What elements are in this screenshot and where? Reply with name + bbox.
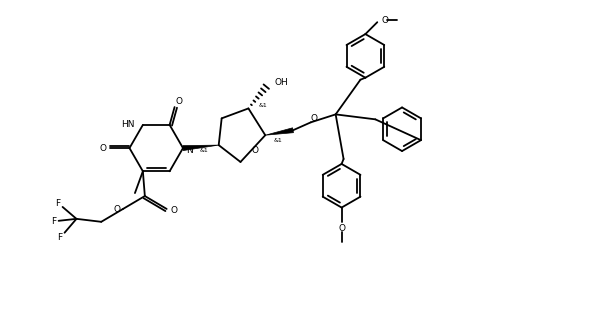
Text: O: O <box>170 206 177 215</box>
Text: O: O <box>252 146 259 155</box>
Text: &1: &1 <box>200 147 209 152</box>
Text: N: N <box>186 146 193 155</box>
Text: O: O <box>382 16 388 25</box>
Polygon shape <box>183 145 219 151</box>
Text: O: O <box>338 224 345 233</box>
Text: O: O <box>99 144 106 152</box>
Text: &1: &1 <box>259 103 267 108</box>
Text: F: F <box>51 217 56 226</box>
Text: OH: OH <box>274 78 288 87</box>
Text: O: O <box>114 205 120 215</box>
Polygon shape <box>265 128 294 135</box>
Text: O: O <box>310 114 317 123</box>
Text: F: F <box>55 199 60 209</box>
Text: O: O <box>175 97 182 106</box>
Text: &1: &1 <box>273 138 282 143</box>
Text: F: F <box>57 233 62 242</box>
Text: HN: HN <box>122 120 135 129</box>
